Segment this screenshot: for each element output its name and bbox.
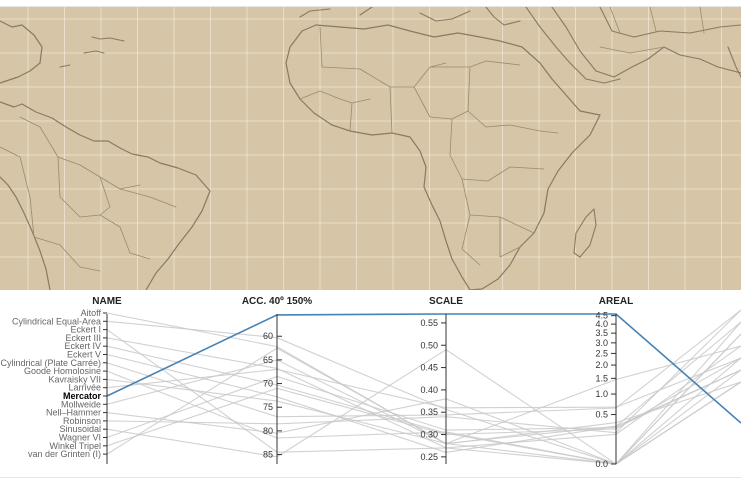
north-america-coast — [0, 20, 43, 84]
scale-tick-label: 0.45 — [420, 363, 438, 373]
acc-tick-label: 75 — [263, 402, 273, 412]
acc-tick-label: 85 — [263, 450, 273, 460]
middle-east-borders — [599, 7, 705, 54]
africa-landmass — [285, 24, 601, 290]
areal-tick-label: 1.0 — [595, 389, 608, 399]
areal-tick-label: 1.5 — [595, 373, 608, 383]
scale-tick-label: 0.55 — [420, 318, 438, 328]
parallel-coordinates-chart: NAME ACC. 40º 150% SCALE AREAL AitoffCylindr… — [0, 296, 741, 469]
areal-tick-label: 0.5 — [595, 410, 608, 420]
areal-tick-label: 2.0 — [595, 360, 608, 370]
projection-name-label[interactable]: Goode Homolosine — [24, 366, 101, 376]
projection-name-label[interactable]: Winkel Tripel — [49, 441, 101, 451]
axes: NAME ACC. 40º 150% SCALE AREAL AitoffCylindr… — [0, 296, 633, 469]
madagascar-island — [573, 208, 597, 258]
axis-title-scale[interactable]: SCALE — [429, 296, 463, 307]
acc-tick-label: 60 — [263, 331, 273, 341]
areal-tick-label: 3.0 — [595, 338, 608, 348]
projection-name-label[interactable]: Mercator — [63, 391, 102, 401]
top-divider — [0, 6, 741, 7]
projection-name-label[interactable]: Larrivée — [68, 383, 101, 393]
coastlines — [0, 7, 741, 290]
scale-tick-label: 0.50 — [420, 340, 438, 350]
acc-tick-label: 80 — [263, 426, 273, 436]
arabian-peninsula — [551, 7, 741, 78]
map-panel[interactable] — [0, 7, 741, 290]
south-america-borders — [0, 116, 177, 272]
graticule — [0, 7, 741, 290]
axis-title-areal[interactable]: AREAL — [599, 296, 633, 307]
caribbean-islands — [59, 36, 125, 68]
bottom-divider — [0, 477, 741, 478]
scale-tick-label: 0.25 — [420, 452, 438, 462]
projection-name-label[interactable]: Kavraisky VII — [48, 374, 101, 384]
world-map — [0, 7, 741, 290]
indian-subcontinent-edge — [727, 46, 741, 78]
areal-tick-label: 4.0 — [595, 319, 608, 329]
projection-name-label[interactable]: Eckert I — [70, 325, 101, 335]
projection-name-label[interactable]: Wagner VI — [59, 433, 101, 443]
mediterranean-europe — [299, 7, 621, 84]
scale-tick-label: 0.40 — [420, 385, 438, 395]
projection-name-label[interactable]: Cylindrical Equal-Area — [12, 316, 101, 326]
south-america-landmass — [0, 101, 211, 290]
projection-name-label[interactable]: Robinson — [63, 416, 101, 426]
scale-tick-label: 0.30 — [420, 430, 438, 440]
parallel-coordinates-panel: NAME ACC. 40º 150% SCALE AREAL Aitoff Cylindr… — [0, 292, 741, 474]
areal-tick-label: 3.5 — [595, 328, 608, 338]
projection-name-label[interactable]: Eckert III — [65, 333, 101, 343]
projection-name-label[interactable]: van der Grinten (I) — [28, 449, 101, 459]
acc-tick-label: 70 — [263, 379, 273, 389]
projection-name-label[interactable]: Aitoff — [81, 308, 102, 318]
projection-name-label[interactable]: Mollweide — [61, 399, 101, 409]
projection-name-label[interactable]: Equidistant Cylindrical (Plate Carrée) — [0, 358, 101, 368]
projection-name-label[interactable]: Nell–Hammer — [46, 408, 101, 418]
acc-tick-label: 65 — [263, 355, 273, 365]
projection-name-label[interactable]: Sinusoidal — [59, 424, 101, 434]
axis-title-name[interactable]: NAME — [92, 296, 122, 307]
projection-name-label[interactable]: Eckert V — [67, 350, 101, 360]
south-america-west-coast — [0, 176, 51, 290]
areal-tick-label: 0.0 — [595, 459, 608, 469]
africa-borders — [299, 26, 559, 266]
axis-title-acc[interactable]: ACC. 40º 150% — [242, 296, 312, 307]
scale-tick-label: 0.35 — [420, 407, 438, 417]
areal-tick-label: 4.5 — [595, 311, 608, 321]
areal-tick-label: 2.5 — [595, 348, 608, 358]
projection-name-label[interactable]: Eckert IV — [64, 341, 101, 351]
